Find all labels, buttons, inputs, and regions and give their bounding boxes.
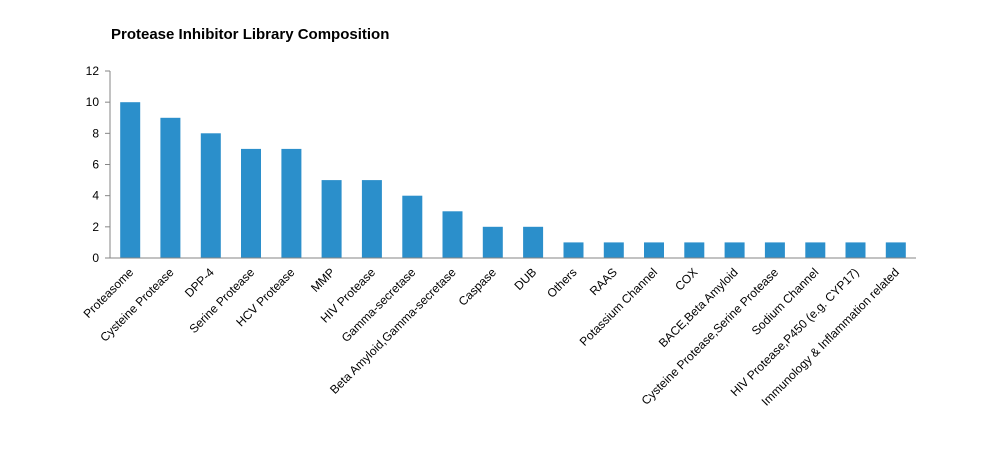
y-tick-label: 6 (92, 158, 99, 172)
bar (160, 117, 181, 259)
chart-title: Protease Inhibitor Library Composition (111, 26, 390, 43)
bar (845, 242, 866, 258)
bar (603, 242, 624, 258)
bar (200, 133, 221, 258)
x-tick-label: COX (672, 265, 700, 293)
bar (321, 180, 342, 258)
y-tick-label: 8 (92, 126, 99, 140)
x-tick-label: Potassium Channel (577, 265, 660, 348)
bar (241, 148, 261, 258)
bar (644, 242, 664, 258)
bar (805, 242, 826, 258)
x-tick-label: Gamma-secretase (339, 265, 419, 345)
bar (281, 148, 302, 258)
bar (523, 226, 544, 258)
bar (885, 242, 906, 258)
bar (442, 211, 463, 259)
y-tick-label: 4 (92, 189, 99, 203)
y-tick-label: 2 (92, 220, 99, 234)
y-tick-label: 0 (92, 251, 99, 265)
bar (482, 226, 503, 258)
bar (724, 242, 745, 258)
x-tick-label: Cysteine Protease (97, 265, 176, 344)
bars-group (120, 102, 906, 259)
bar (563, 242, 584, 258)
y-tick-label: 10 (86, 95, 100, 109)
x-tick-label: DUB (511, 265, 539, 293)
bar (120, 102, 141, 258)
y-axis: 0 2 4 6 8 10 12 (86, 64, 111, 265)
x-tick-label: RAAS (587, 265, 620, 298)
bar (402, 195, 423, 258)
x-tick-label: MMP (308, 265, 338, 295)
x-tick-label: DPP-4 (182, 265, 217, 300)
bar (684, 242, 705, 258)
x-tick-label: Caspase (456, 265, 500, 309)
x-tick-label: Others (544, 265, 579, 300)
y-tick-label: 12 (86, 64, 100, 78)
bar (361, 180, 382, 258)
bar (764, 242, 785, 258)
